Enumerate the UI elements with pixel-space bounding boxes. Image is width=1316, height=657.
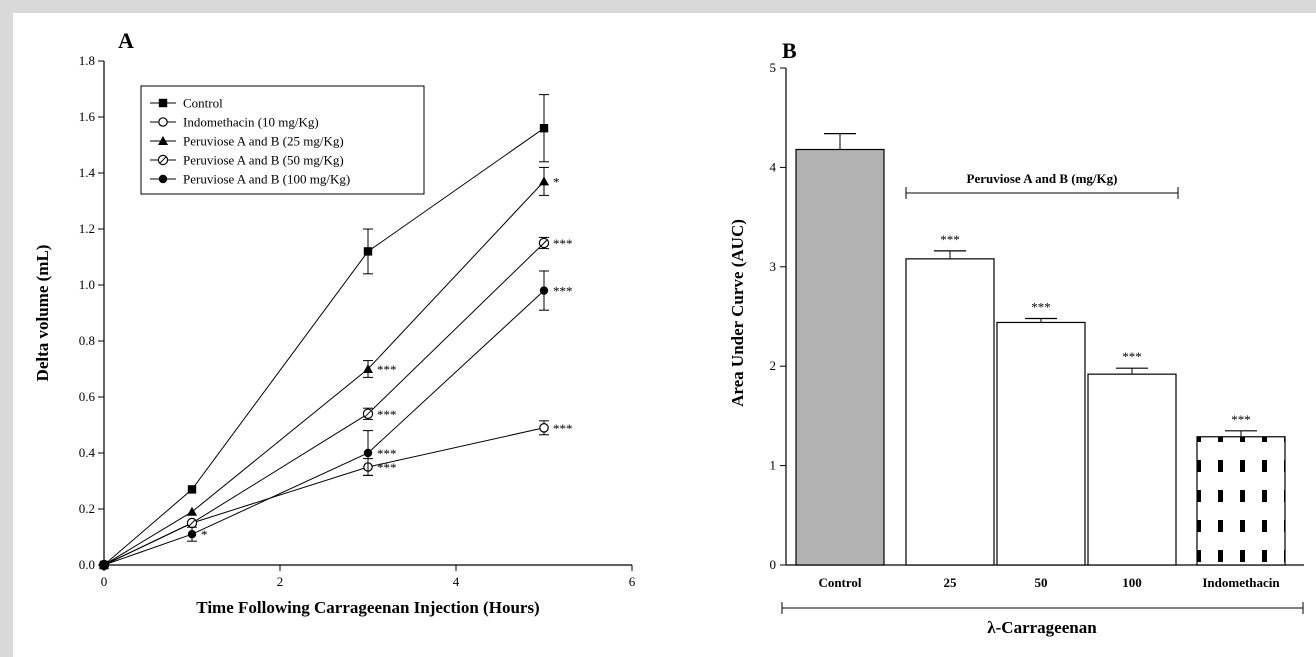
triangle-marker xyxy=(187,506,197,516)
category-label: 100 xyxy=(1122,575,1142,590)
significance-label: *** xyxy=(1031,299,1051,314)
y-tick-label: 4 xyxy=(770,159,777,174)
filled-circle-marker xyxy=(539,286,549,295)
legend-label: Indomethacin (10 mg/Kg) xyxy=(183,115,319,130)
category-label: Indomethacin xyxy=(1202,575,1280,590)
bar-25 xyxy=(905,258,995,566)
series-indomethacin-10-mg-kg: ****** xyxy=(99,420,573,570)
series-line xyxy=(103,127,545,566)
series-line xyxy=(103,427,545,566)
triangle-marker xyxy=(539,176,549,186)
open-diamond-slash xyxy=(188,519,196,527)
panel-a-series: *********************** xyxy=(98,94,573,571)
y-tick-label: 1.0 xyxy=(79,277,95,292)
triangle-marker xyxy=(158,136,168,145)
panel-b-label: B xyxy=(782,38,797,63)
y-tick-label: 1 xyxy=(770,458,777,473)
line-chart-panel-a: A 0.0 0.2 0.4 0.6 0.8 1.0 1.2 1.4 1.6 1.8 0 2 4 6 Ti… xyxy=(33,28,636,617)
bar-50 xyxy=(996,321,1086,566)
panel-b-x-axis-label: λ-Carrageenan xyxy=(987,618,1097,637)
bar-100 xyxy=(1087,373,1177,566)
series-peruviose-a-and-b-50-mg-kg: ****** xyxy=(98,236,573,571)
figure-canvas: A 0.0 0.2 0.4 0.6 0.8 1.0 1.2 1.4 1.6 1.8 0 2 4 6 Ti… xyxy=(33,28,1304,637)
legend-label: Peruviose A and B (25 mg/Kg) xyxy=(183,134,344,149)
legend-label: Control xyxy=(183,96,223,111)
bar-chart-panel-b: B 0 1 2 3 4 5 *** *** *** *** Control 25 50 100 Indo… xyxy=(728,38,1304,637)
significance-label: *** xyxy=(1231,412,1251,427)
x-tick-label: 2 xyxy=(277,574,284,589)
category-label: 25 xyxy=(944,575,958,590)
y-tick-label: 1.2 xyxy=(79,221,95,236)
filled-circle-marker xyxy=(363,448,373,458)
y-tick-label: 0.4 xyxy=(79,445,96,460)
significance-label: *** xyxy=(377,460,397,475)
series-line xyxy=(103,242,545,566)
panel-b-y-axis-label: Area Under Curve (AUC) xyxy=(728,219,747,407)
significance-label: *** xyxy=(553,236,573,251)
y-tick-label: 1.4 xyxy=(79,165,96,180)
open-circle-marker xyxy=(539,422,549,433)
y-tick-label: 0 xyxy=(770,557,777,572)
significance-label: *** xyxy=(377,407,397,422)
x-tick-label: 6 xyxy=(629,574,636,589)
panel-b-category-labels: Control 25 50 100 Indomethacin xyxy=(818,575,1280,590)
x-tick-label: 0 xyxy=(101,574,108,589)
bar-control xyxy=(795,148,885,566)
filled-circle-marker xyxy=(187,530,197,539)
y-tick-label: 0.6 xyxy=(79,389,96,404)
panel-a-x-axis-label: Time Following Carrageenan Injection (Ho… xyxy=(196,598,539,617)
series-control xyxy=(99,94,549,570)
panel-a-y-ticks: 0.0 0.2 0.4 0.6 0.8 1.0 1.2 1.4 1.6 1.8 xyxy=(79,53,104,572)
y-tick-label: 2 xyxy=(770,358,777,373)
panel-a-legend: Control Indomethacin (10 mg/Kg) Peruviose … xyxy=(140,85,425,195)
legend-box xyxy=(140,85,425,195)
square-marker xyxy=(539,124,549,133)
square-marker xyxy=(187,485,197,494)
group-bracket-label: Peruviose A and B (mg/Kg) xyxy=(967,171,1118,186)
open-diamond-slash xyxy=(364,410,372,418)
y-tick-label: 0.2 xyxy=(79,501,95,516)
significance-label: *** xyxy=(940,232,960,247)
panel-b-y-ticks: 0 1 2 3 4 5 xyxy=(770,60,786,572)
significance-label: *** xyxy=(377,362,397,377)
y-tick-label: 1.6 xyxy=(79,109,96,124)
open-circle-marker xyxy=(158,117,168,127)
panel-a-label: A xyxy=(118,28,134,53)
x-tick-label: 4 xyxy=(453,574,460,589)
significance-label: * xyxy=(201,527,208,542)
significance-label: *** xyxy=(377,446,397,461)
square-marker xyxy=(363,247,373,256)
series-line xyxy=(103,181,545,566)
category-label: Control xyxy=(818,575,861,590)
panel-a-x-ticks: 0 2 4 6 xyxy=(101,565,636,589)
filled-circle-marker xyxy=(158,174,168,184)
filled-circle-marker xyxy=(99,560,109,570)
y-tick-label: 3 xyxy=(770,259,777,274)
open-diamond-slash xyxy=(159,156,167,164)
panel-b-bars: *** *** *** *** xyxy=(795,133,1286,566)
legend-label: Peruviose A and B (50 mg/Kg) xyxy=(183,153,344,168)
legend-label: Peruviose A and B (100 mg/Kg) xyxy=(183,172,350,187)
significance-label: *** xyxy=(553,284,573,299)
y-tick-label: 1.8 xyxy=(79,53,95,68)
square-marker xyxy=(158,98,168,108)
y-tick-label: 0.0 xyxy=(79,557,95,572)
series-peruviose-a-and-b-25-mg-kg: **** xyxy=(99,166,560,569)
significance-label: * xyxy=(553,174,560,189)
significance-label: *** xyxy=(1122,349,1142,364)
y-tick-label: 0.8 xyxy=(79,333,95,348)
series-peruviose-a-and-b-100-mg-kg: ******* xyxy=(99,270,573,570)
panel-a-y-axis-label: Delta volume (mL) xyxy=(33,245,52,382)
bar-indomethacin xyxy=(1196,436,1286,566)
significance-label: *** xyxy=(553,421,573,436)
open-diamond-slash xyxy=(540,239,548,247)
figure-frame: A 0.0 0.2 0.4 0.6 0.8 1.0 1.2 1.4 1.6 1.8 0 2 4 6 Ti… xyxy=(13,13,1316,657)
category-label: 50 xyxy=(1035,575,1048,590)
triangle-marker xyxy=(363,364,373,373)
series-line xyxy=(103,290,545,566)
y-tick-label: 5 xyxy=(770,60,777,75)
